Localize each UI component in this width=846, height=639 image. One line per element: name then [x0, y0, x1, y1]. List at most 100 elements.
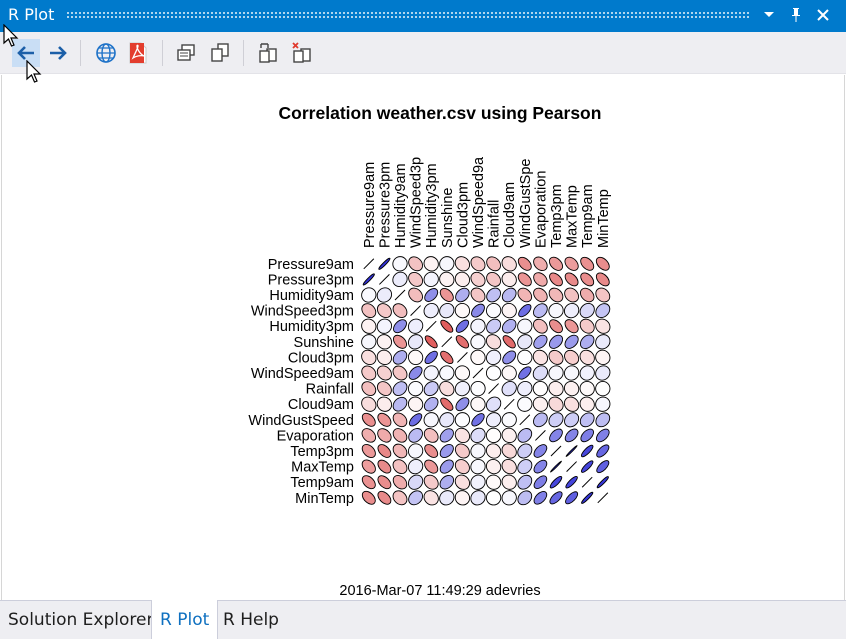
correlation-ellipse [548, 302, 564, 319]
tab-r-help[interactable]: R Help [223, 610, 279, 630]
correlation-ellipse [470, 334, 486, 350]
correlation-ellipse [549, 475, 563, 489]
correlation-ellipse [423, 271, 439, 288]
copy-as-bitmap-icon[interactable] [206, 39, 234, 67]
correlation-ellipse [579, 365, 595, 381]
pdf-icon[interactable] [124, 39, 152, 67]
correlation-ellipse [533, 490, 548, 505]
correlation-ellipse [439, 271, 455, 288]
diagonal-cell [410, 305, 421, 316]
correlation-ellipse [439, 428, 454, 443]
column-label: Pressure9am [362, 162, 378, 248]
correlation-ellipse [533, 318, 548, 334]
diagonal-cell [425, 320, 437, 332]
plot-footer: 2016-Mar-07 11:49:29 adevries [339, 583, 540, 599]
correlation-ellipse [533, 475, 548, 489]
correlation-ellipse [533, 334, 548, 349]
correlation-ellipse [377, 475, 392, 490]
correlation-ellipse [455, 287, 470, 303]
diagonal-cell [363, 258, 375, 270]
correlation-ellipse [470, 458, 486, 475]
correlation-ellipse [454, 459, 470, 475]
correlation-ellipse [533, 444, 548, 458]
export-icon[interactable] [254, 39, 282, 67]
correlation-ellipse [470, 396, 486, 412]
correlation-ellipse [485, 302, 502, 319]
column-labels: Pressure9am Pressure3pm Humidity9am WindSpe… [362, 156, 612, 248]
correlation-ellipse [408, 256, 424, 272]
correlation-ellipse [579, 318, 595, 334]
correlation-ellipse [361, 334, 377, 350]
correlation-ellipse [485, 490, 502, 506]
correlation-ellipse [486, 318, 502, 334]
correlation-ellipse [439, 490, 455, 506]
correlation-ellipse [563, 302, 580, 319]
copy-as-metafile-icon[interactable] [172, 39, 200, 67]
diagonal-cell [519, 414, 531, 426]
correlation-ellipse [533, 303, 548, 318]
correlation-ellipse [361, 349, 377, 366]
correlation-ellipse [439, 256, 455, 272]
correlation-ellipse [595, 256, 610, 271]
title-bar[interactable]: R Plot [0, 0, 846, 32]
correlation-ellipse [454, 443, 470, 459]
correlation-ellipse [564, 334, 579, 349]
correlation-ellipse [376, 318, 393, 334]
correlation-ellipse [517, 490, 533, 506]
correlation-ellipse [532, 380, 549, 397]
back-arrow-icon[interactable] [12, 39, 40, 67]
correlation-ellipse [550, 460, 562, 473]
correlation-ellipse [439, 287, 454, 303]
correlation-ellipse [564, 428, 579, 443]
diagonal-cell [457, 352, 468, 363]
correlation-ellipse [423, 302, 439, 319]
column-label: Temp9am [580, 184, 596, 248]
correlation-ellipse [361, 365, 377, 381]
correlation-ellipse [502, 350, 517, 365]
correlation-ellipse [580, 428, 594, 443]
tab-solution-explorer[interactable]: Solution Explorer [8, 610, 154, 630]
correlation-ellipse [564, 319, 579, 334]
column-label: Temp3pm [549, 184, 565, 248]
correlation-plot: Correlation weather.csv using Pearson Pr… [248, 103, 612, 599]
correlation-ellipse [392, 350, 408, 365]
correlation-ellipse [579, 349, 595, 366]
correlation-ellipse [485, 365, 502, 381]
correlation-ellipse [439, 459, 454, 474]
dropdown-icon[interactable] [758, 4, 780, 26]
correlation-ellipse [392, 412, 408, 428]
correlation-ellipse [595, 334, 611, 350]
tab-r-plot[interactable]: R Plot [151, 600, 219, 639]
close-icon[interactable] [812, 4, 834, 26]
forward-arrow-icon[interactable] [44, 39, 72, 67]
pin-icon[interactable] [785, 4, 807, 26]
remove-plot-icon[interactable] [288, 39, 316, 67]
diagonal-cell [581, 476, 593, 488]
correlation-ellipse [392, 396, 408, 412]
correlation-ellipse [486, 256, 501, 272]
correlation-ellipse [470, 380, 486, 397]
column-label: MinTemp [596, 189, 612, 248]
globe-icon[interactable] [92, 39, 120, 67]
correlation-ellipse [486, 287, 501, 303]
correlation-ellipse [517, 380, 533, 397]
correlation-ellipse [470, 427, 486, 444]
correlation-ellipse [533, 272, 548, 287]
correlation-ellipse [485, 396, 502, 412]
chart-title: Correlation weather.csv using Pearson [279, 103, 602, 123]
correlation-ellipse [408, 490, 424, 506]
correlation-ellipse [392, 490, 408, 506]
title-grip[interactable] [66, 11, 750, 19]
correlation-ellipse [596, 476, 609, 489]
correlation-ellipse [423, 474, 439, 490]
correlation-ellipse [532, 365, 549, 381]
correlation-ellipse [517, 318, 533, 334]
correlation-ellipse [549, 319, 563, 334]
column-label: Humidity9am [393, 163, 409, 248]
diagonal-cell [441, 336, 453, 348]
correlation-ellipse [564, 272, 579, 287]
row-label: Sunshine [294, 335, 354, 351]
correlation-ellipse [361, 428, 377, 443]
correlation-ellipse [470, 474, 486, 490]
correlation-ellipse [454, 302, 471, 319]
